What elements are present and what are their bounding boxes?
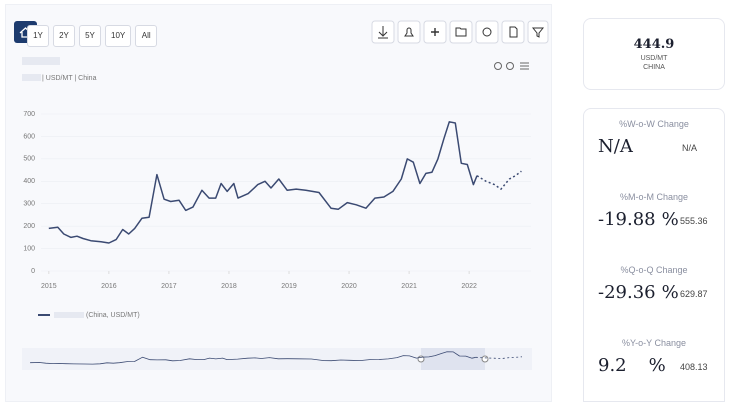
- change-label: %W-o-W Change: [619, 119, 689, 129]
- alert-button[interactable]: [397, 20, 421, 44]
- x-tick-label: 2018: [221, 283, 237, 290]
- zoom-in-icon[interactable]: [494, 62, 502, 70]
- clock-icon: [482, 27, 492, 37]
- range-button[interactable]: 10Y: [105, 25, 132, 47]
- toolbar-icons: [371, 20, 549, 70]
- change-reference: 555.36: [680, 216, 708, 226]
- change-number: 9.2: [598, 355, 627, 376]
- change-reference: 629.87: [680, 289, 708, 299]
- change-value: 9.2%: [598, 355, 666, 376]
- y-tick-label: 600: [23, 133, 35, 140]
- change-reference: N/A: [682, 143, 698, 153]
- x-tick-label: 2022: [461, 283, 477, 290]
- price-card: 444.9 USD/MT CHINA: [583, 18, 725, 90]
- legend-label: (China, USD/MT): [86, 312, 140, 319]
- range-buttons: 1Y 2Y 5Y 10Y All: [27, 25, 158, 47]
- navigator-window[interactable]: [421, 348, 485, 370]
- y-tick-label: 400: [23, 178, 35, 185]
- x-tick-label: 2015: [41, 283, 57, 290]
- x-tick-label: 2017: [161, 283, 177, 290]
- price-region: CHINA: [643, 64, 665, 71]
- change-reference: 408.13: [680, 362, 708, 372]
- y-tick-label: 300: [23, 201, 35, 208]
- x-tick-label: 2020: [341, 283, 357, 290]
- document-icon: [509, 26, 518, 38]
- range-button[interactable]: 5Y: [79, 25, 101, 47]
- zoom-out-icon[interactable]: [506, 62, 514, 70]
- download-icon: [378, 26, 388, 39]
- change-label: %Q-o-Q Change: [620, 265, 688, 275]
- filter-icon: [531, 27, 545, 38]
- subtitle-placeholder: [22, 74, 41, 81]
- x-tick-label: 2016: [101, 283, 117, 290]
- navigator-handle[interactable]: [481, 355, 489, 363]
- navigator-line: [475, 356, 523, 360]
- change-number: N/A: [598, 136, 633, 157]
- title-placeholder: [22, 57, 60, 65]
- range-button[interactable]: 2Y: [53, 25, 75, 47]
- change-label: %Y-o-Y Change: [621, 338, 687, 348]
- range-button[interactable]: All: [135, 25, 158, 47]
- plus-icon: [431, 28, 439, 36]
- x-tick-label: 2019: [281, 283, 297, 290]
- change-number: -29.36: [598, 282, 656, 303]
- price-value: 444.9: [633, 37, 675, 52]
- menu-icon[interactable]: [520, 62, 529, 70]
- range-button[interactable]: 1Y: [27, 25, 49, 47]
- navigator-line: [30, 351, 476, 365]
- change-label: %M-o-M Change: [619, 192, 689, 202]
- folder-button[interactable]: [449, 20, 473, 44]
- change-number: -19.88: [598, 209, 656, 230]
- series-line: [48, 121, 478, 244]
- change-value: N/A: [598, 136, 633, 157]
- chart: | USD/MT | China (China, USD/MT) 0 100 200…: [14, 20, 549, 370]
- y-tick-label: 200: [23, 223, 35, 230]
- chart-subtitle: | USD/MT | China: [42, 75, 97, 82]
- y-tick-label: 700: [23, 111, 35, 118]
- change-unit: %: [661, 282, 679, 303]
- y-tick-label: 100: [23, 245, 35, 252]
- folder-icon: [455, 27, 467, 37]
- filter-button[interactable]: [527, 20, 549, 44]
- change-unit: %: [661, 209, 679, 230]
- y-tick-label: 500: [23, 156, 35, 163]
- changes-card: %W-o-W Change N/A N/A %M-o-M Change -19.88% 5…: [583, 108, 725, 402]
- change-unit: %: [648, 355, 666, 376]
- series-line: [476, 170, 522, 190]
- document-button[interactable]: [501, 20, 525, 44]
- legend-placeholder: [54, 312, 84, 318]
- chart-panel: | USD/MT | China (China, USD/MT) 0 100 200…: [5, 4, 552, 402]
- change-value: -19.88%: [598, 209, 679, 230]
- x-tick-label: 2021: [401, 283, 417, 290]
- price-unit: USD/MT: [640, 55, 668, 62]
- y-tick-label: 0: [31, 268, 35, 275]
- bell-icon: [404, 27, 414, 37]
- change-value: -29.36%: [598, 282, 679, 303]
- history-button[interactable]: [475, 20, 499, 44]
